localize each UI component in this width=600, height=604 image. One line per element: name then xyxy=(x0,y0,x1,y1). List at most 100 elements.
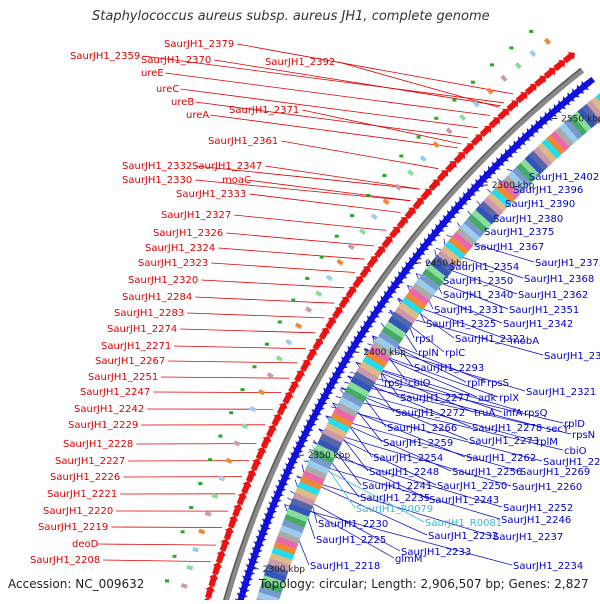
feature-mark xyxy=(241,423,248,429)
left-gene-label: ureE xyxy=(141,68,164,79)
feature-mark xyxy=(267,372,274,378)
feature-mark xyxy=(420,155,427,162)
right-gene-label: rpsI xyxy=(415,334,434,345)
kbp-tick-label: 2550 kbp xyxy=(561,115,600,125)
left-label-connector xyxy=(187,313,324,318)
rna-mark xyxy=(198,482,202,485)
rna-mark xyxy=(434,117,438,120)
rna-mark xyxy=(529,30,533,33)
left-gene-label: SaurJH1_2227 xyxy=(55,456,125,467)
right-gene-label: SaurJH1_2350 xyxy=(443,276,513,287)
right-gene-label: SaurJH1_2293 xyxy=(414,363,484,374)
right-gene-label: SaurJH1_2325 xyxy=(426,319,496,330)
left-gene-label: SaurJH1_2332 xyxy=(122,161,192,172)
feature-mark xyxy=(205,511,212,517)
rna-mark xyxy=(253,365,257,368)
feature-mark xyxy=(198,529,205,535)
rna-mark xyxy=(453,99,457,102)
left-gene-label: SaurJH1_2359 xyxy=(70,51,140,62)
left-gene-label: SaurJH1_2229 xyxy=(68,420,138,431)
rna-mark xyxy=(278,321,282,324)
right-gene-label: SaurJH1_2340 xyxy=(443,290,513,301)
left-gene-label: SaurJH1_2324 xyxy=(145,243,215,254)
rna-mark xyxy=(173,555,177,558)
feature-mark xyxy=(515,62,522,69)
right-gene-label: rpsJ xyxy=(384,378,403,389)
rna-mark xyxy=(350,214,354,217)
left-gene-label: ureB xyxy=(171,97,194,108)
feature-mark xyxy=(295,323,302,330)
right-gene-label: SaurJH1_2402 xyxy=(529,172,599,183)
right-gene-label: SaurJH1_2380 xyxy=(493,214,563,225)
left-gene-label: SaurJH1_2333 xyxy=(176,189,246,200)
right-gene-label: SaurJH1_2277 xyxy=(400,393,470,404)
left-label-connector xyxy=(201,280,344,288)
rna-mark xyxy=(229,411,233,414)
left-label-connector xyxy=(211,263,355,273)
rna-mark xyxy=(320,256,324,259)
left-gene-label: SaurJH1_2330 xyxy=(122,175,192,186)
feature-mark xyxy=(336,259,343,266)
left-gene-label: ureC xyxy=(156,84,179,95)
left-label-connector xyxy=(111,527,222,528)
rna-mark xyxy=(471,81,475,84)
left-label-connector xyxy=(195,297,334,303)
right-gene-label: SaurJH1_2248 xyxy=(369,467,439,478)
feature-mark xyxy=(285,339,292,345)
right-gene-label: SaurJH1_2328 xyxy=(544,351,600,362)
left-gene-label: SaurJH1_2219 xyxy=(38,522,108,533)
rna-gene-label: SaurJH1_R0081 xyxy=(425,518,502,529)
feature-mark xyxy=(226,458,233,464)
kbp-tick-label: 2350 kbp xyxy=(308,451,351,461)
feature-mark xyxy=(544,38,551,45)
right-gene-label: SaurJH1_2237 xyxy=(493,532,563,543)
right-gene-label: adk xyxy=(478,393,496,404)
feature-mark xyxy=(371,213,378,220)
right-gene-label: SaurJH1_2375 xyxy=(484,227,554,238)
right-gene-label: rplM xyxy=(536,437,558,448)
right-gene-label: SaurJH1_2269 xyxy=(520,467,590,478)
right-gene-label: SaurJH1_2260 xyxy=(512,482,582,493)
right-gene-label: SaurJH1_2342 xyxy=(503,319,573,330)
left-label-connector xyxy=(174,346,306,349)
right-gene-label: cbiO xyxy=(564,446,587,457)
right-gene-label: SaurJH1_2266 xyxy=(387,423,457,434)
right-gene-label: SaurJH1_2272 xyxy=(395,408,465,419)
right-gene-label: SaurJH1_2218 xyxy=(310,561,380,572)
right-gene-label: cbiO xyxy=(408,378,431,389)
right-gene-label: SaurJH1_2241 xyxy=(362,481,432,492)
left-gene-label: ureA xyxy=(186,110,209,121)
rna-mark xyxy=(490,63,494,66)
kbp-tick-label: 2300 kbp xyxy=(263,565,306,575)
right-gene-label: SaurJH1_2278 xyxy=(472,423,542,434)
feature-mark xyxy=(276,355,283,361)
right-gene-label: rpsS xyxy=(487,378,509,389)
rna-mark xyxy=(265,343,269,346)
left-label-connector xyxy=(246,180,410,201)
left-label-connector xyxy=(165,73,490,116)
left-gene-label: SaurJH1_2371 xyxy=(229,105,299,116)
right-gene-label: rplC xyxy=(445,348,465,359)
left-gene-label: SaurJH1_2347 xyxy=(192,161,262,172)
rna-mark xyxy=(305,277,309,280)
left-gene-label: SaurJH1_2267 xyxy=(95,356,165,367)
left-gene-label: deoD xyxy=(72,539,99,550)
left-label-connector xyxy=(168,361,298,363)
left-label-connector xyxy=(218,248,364,259)
right-gene-label: SaurJH1_2262 xyxy=(466,453,536,464)
left-gene-label: SaurJH1_2251 xyxy=(88,372,158,383)
left-gene-label: SaurJH1_2208 xyxy=(30,555,100,566)
right-gene-label: SaurJH1_2396 xyxy=(513,185,583,196)
left-gene-label: SaurJH1_2361 xyxy=(208,136,278,147)
right-gene-label: SaurJH1_2331 xyxy=(434,305,504,316)
left-gene-label: SaurJH1_2326 xyxy=(153,228,223,239)
left-gene-label: SaurJH1_2228 xyxy=(63,439,133,450)
feature-mark xyxy=(529,50,536,57)
right-gene-label: rplN xyxy=(418,348,439,359)
right-gene-label: SaurJH1_2390 xyxy=(505,199,575,210)
left-gene-label: SaurJH1_2242 xyxy=(74,404,144,415)
rna-mark xyxy=(165,579,169,582)
right-gene-label: mobA xyxy=(510,336,539,347)
right-gene-label: rplF xyxy=(467,378,486,389)
